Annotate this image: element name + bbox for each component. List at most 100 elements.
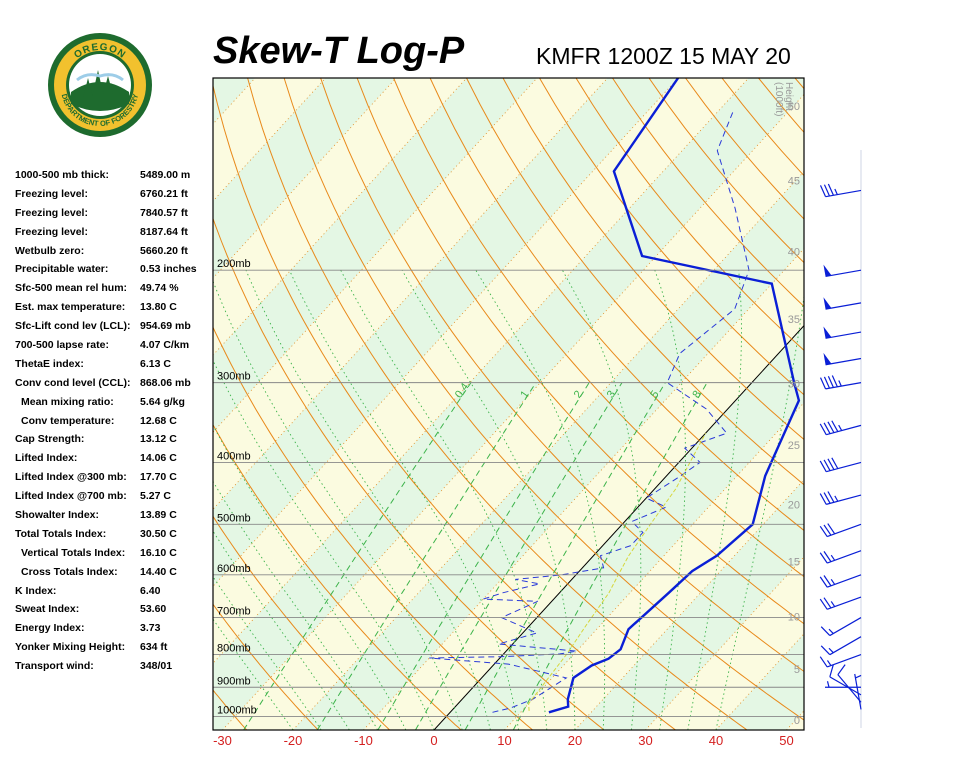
stat-value: 5489.00 m (140, 169, 191, 181)
stat-label: Sweat Index: (15, 603, 80, 616)
stat-value: 14.06 C (140, 452, 177, 465)
moist-adiabat-line (562, 269, 642, 730)
wind-barb-half-feather (855, 674, 862, 679)
stat-label: Lifted Index @300 mb: (15, 471, 127, 484)
height-tick-label: 50 (788, 101, 800, 113)
stat-value: 5660.20 ft (140, 244, 188, 257)
stat-row: Precipitable water: 0.53 inches (15, 263, 210, 282)
chart-title: Skew-T Log-P (213, 30, 465, 72)
parcel-profile-line (528, 432, 707, 711)
wind-barb-feather (823, 524, 832, 536)
isotherm-band (213, 78, 467, 356)
stat-value: 5.27 C (140, 490, 171, 503)
wind-barb-shaft (825, 302, 862, 310)
stat-value: 7840.57 ft (140, 206, 188, 219)
stat-value: 954.69 mb (140, 320, 191, 333)
wind-barb-flag (823, 264, 832, 277)
wind-barb-shaft (826, 574, 862, 588)
mixing-ratio-label: 1 (518, 389, 531, 401)
stat-row: Vertical Totals Index: 16.10 C (15, 547, 210, 566)
stat-label: Cross Totals Index: (21, 565, 118, 578)
dry-adiabat-line (247, 78, 748, 730)
wind-barb-half-feather (834, 495, 839, 502)
mixing-ratio-line (316, 382, 537, 730)
wind-barb-shaft (825, 269, 862, 278)
stat-value: 634 ft (140, 641, 168, 654)
wind-barb (819, 654, 862, 668)
isobar-label: 400mb (217, 450, 251, 462)
dry-adiabat-line (213, 217, 605, 730)
wind-barb-shaft (826, 523, 862, 538)
stat-row: Sfc-Lift cond lev (LCL): 954.69 mb (15, 320, 210, 339)
wind-barb (819, 574, 862, 588)
wind-barb-half-feather (828, 647, 834, 654)
wind-barb-feather (823, 551, 832, 562)
stat-row: Sfc-500 mean rel hum: 49.74 % (15, 282, 210, 301)
stat-label: Freezing level: (15, 187, 88, 200)
moist-adiabat-line (654, 270, 686, 730)
stat-value: 13.80 C (140, 301, 177, 314)
wind-barb-shaft (829, 636, 862, 656)
moist-adiabat-line (715, 292, 804, 730)
height-tick-label: 20 (788, 500, 800, 512)
stat-value: 868.06 mb (140, 376, 191, 389)
wind-barb (823, 352, 862, 366)
stat-row: 700-500 lapse rate: 4.07 C/km (15, 339, 210, 358)
mixing-ratio-label: 3 (605, 389, 618, 401)
stat-label: Lifted Index @700 mb: (15, 490, 127, 503)
dry-adiabat-line (356, 78, 804, 625)
wind-barb-feather (819, 423, 827, 435)
wind-barb-feather (823, 575, 832, 587)
wind-barb-feather (819, 460, 827, 473)
stat-row: Lifted Index: 14.06 C (15, 452, 210, 471)
wind-barb-half-feather (828, 628, 834, 634)
wind-barb (819, 523, 862, 538)
wind-barb-flag (823, 297, 832, 310)
height-tick-label: 25 (788, 440, 800, 452)
wind-barb-feather (819, 552, 828, 564)
dry-adiabat-line (393, 78, 804, 578)
stat-value: 30.50 C (140, 527, 177, 540)
stat-value: 13.89 C (140, 509, 177, 522)
wind-barb-feather (831, 420, 839, 432)
x-tick-label: -10 (354, 733, 373, 748)
wind-barb (825, 681, 861, 688)
stat-label: Transport wind: (15, 660, 94, 673)
wind-barb (854, 673, 862, 710)
stat-row: Total Totals Index: 30.50 C (15, 528, 210, 547)
isobar-label: 800mb (217, 643, 251, 655)
wind-barb-feather (819, 525, 828, 537)
mixing-ratio-line (464, 382, 666, 730)
height-tick-label: 35 (788, 314, 800, 326)
stat-row: Freezing level: 6760.21 ft (15, 188, 210, 207)
stat-label: Vertical Totals Index: (21, 546, 126, 559)
wind-barb (819, 550, 862, 564)
wind-barb (820, 636, 862, 656)
stat-value: 0.53 inches (140, 263, 197, 276)
stat-row: 1000-500 mb thick: 5489.00 m (15, 169, 210, 188)
isotherm-line (213, 78, 538, 433)
stat-row: Cap Strength: 13.12 C (15, 433, 210, 452)
stat-label: Energy Index: (15, 622, 85, 635)
isotherm-line (213, 78, 608, 510)
isotherm-band (222, 94, 804, 730)
oregon-forestry-logo: OREGON DEPARTMENT OF FORESTRY (47, 32, 153, 138)
dry-adiabat-line (213, 326, 533, 730)
stat-row: Transport wind: 348/01 (15, 660, 210, 679)
wind-barb-feather (819, 576, 828, 588)
wind-barb-feather (823, 376, 831, 389)
wind-barb-feather (823, 492, 831, 504)
wind-barb-feather (819, 598, 828, 610)
stat-row: Showalter Index: 13.89 C (15, 509, 210, 528)
mixing-ratio-label: 2 (572, 389, 585, 401)
isotherm-line (213, 78, 467, 356)
dry-adiabat-line (502, 78, 804, 441)
wind-barb-half-feather (830, 601, 836, 607)
plot-area (213, 78, 804, 730)
wind-barb (823, 326, 862, 339)
stat-label: Sfc-500 mean rel hum: (15, 282, 128, 295)
wind-barb (819, 457, 862, 473)
stat-value: 6.13 C (140, 357, 171, 370)
moist-adiabat-line (213, 359, 435, 730)
